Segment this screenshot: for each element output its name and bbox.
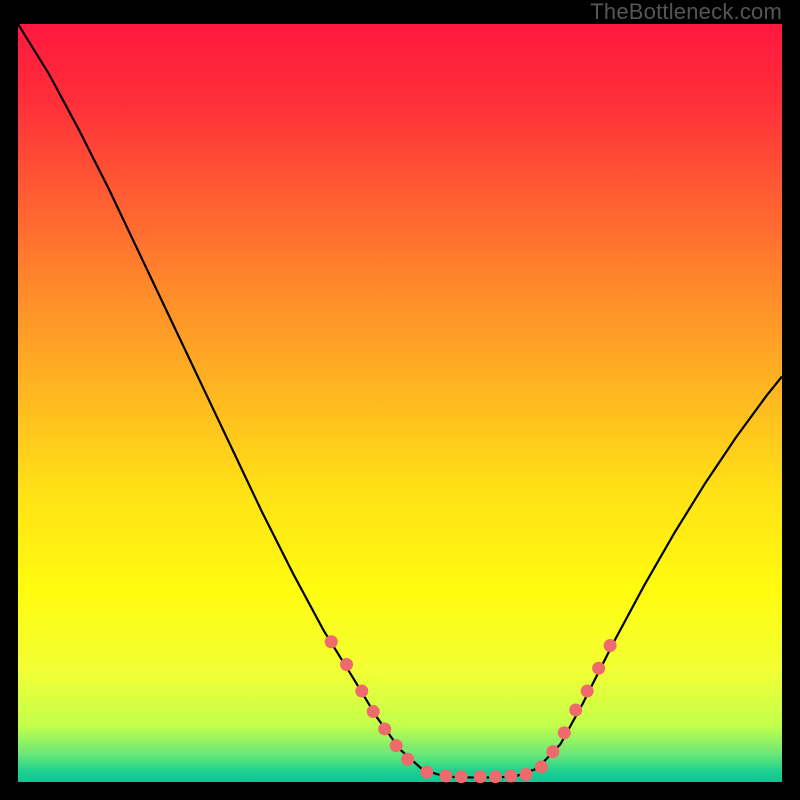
plot-area xyxy=(18,24,782,782)
watermark-text: TheBottleneck.com xyxy=(590,1,782,23)
chart-frame: TheBottleneck.com xyxy=(0,0,800,800)
